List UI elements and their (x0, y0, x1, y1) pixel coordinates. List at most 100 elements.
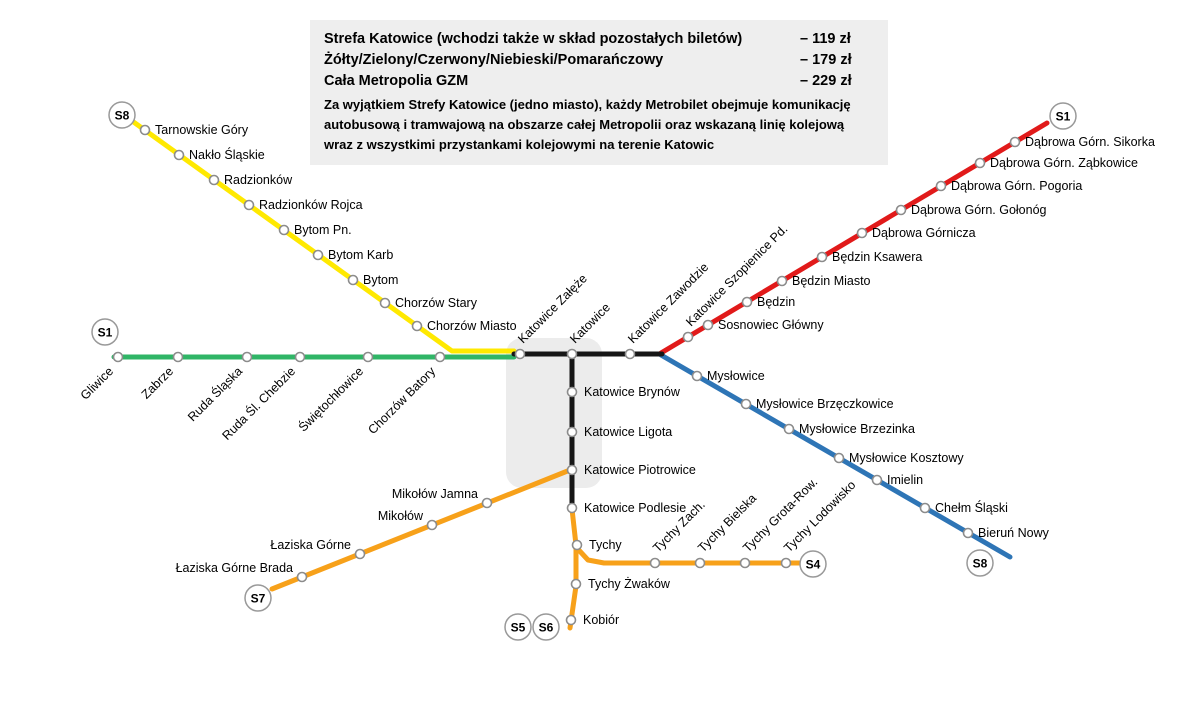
station-label: Tarnowskie Góry (155, 123, 249, 137)
station-label: Łaziska Górne Brada (176, 561, 293, 575)
station-dot (624, 348, 636, 360)
station-label: Bieruń Nowy (978, 526, 1050, 540)
legend-note: Za wyjątkiem Strefy Katowice (jedno mias… (324, 97, 851, 152)
line-badge-label: S4 (806, 558, 821, 572)
station-label: Tychy Żwaków (588, 577, 671, 591)
station-dot (566, 464, 578, 476)
station-label: Gliwice (78, 364, 116, 402)
line-badge-circle (1049, 102, 1077, 130)
station-dot (312, 249, 324, 261)
station-label: Tychy (589, 538, 622, 552)
station-label: Sosnowiec Główny (718, 318, 824, 332)
line-badge-label: S1 (1056, 110, 1071, 124)
line-badge-circle (244, 584, 272, 612)
station-dot (691, 370, 703, 382)
station-dot (816, 251, 828, 263)
station-label: Chełm Śląski (935, 500, 1008, 515)
station-label: Radzionków (224, 173, 293, 187)
station-dot (919, 502, 931, 514)
station-dot (694, 557, 706, 569)
station-label: Bytom (363, 273, 398, 287)
station-label: Chorzów Batory (365, 364, 438, 437)
line-s7-orange (269, 467, 573, 592)
line-badge-circle (966, 549, 994, 577)
station-dot (740, 398, 752, 410)
line-badge-label: S8 (973, 557, 988, 571)
legend-label: Cała Metropolia GZM (324, 73, 469, 89)
station-dot (243, 199, 255, 211)
station-dot (566, 386, 578, 398)
station-dot (347, 274, 359, 286)
station-dot (172, 351, 184, 363)
station-dot (702, 319, 714, 331)
station-dot (856, 227, 868, 239)
station-dot (780, 557, 792, 569)
station-dot (571, 539, 583, 551)
station-label: Będzin Miasto (792, 274, 871, 288)
station-dot (411, 320, 423, 332)
station-dot (741, 296, 753, 308)
line-badge-label: S8 (115, 109, 130, 123)
station-dot (566, 348, 578, 360)
station-label: Chorzów Miasto (427, 319, 517, 333)
station-label: Katowice Podlesie (584, 501, 686, 515)
line-badge-circle (108, 101, 136, 129)
line-south-orange (567, 506, 579, 631)
station-dot (208, 174, 220, 186)
zone-strefa-katowice (506, 338, 602, 488)
legend-label: Żółty/Zielony/Czerwony/Niebieski/Pomarań… (324, 52, 664, 68)
station-dot (962, 527, 974, 539)
station-label: Mikołów Jamna (392, 487, 478, 501)
station-dot (783, 423, 795, 435)
line-badge-label: S5 (511, 621, 526, 635)
station-label: Mikołów (378, 509, 424, 523)
station-dot (296, 571, 308, 583)
station-label: Dąbrowa Górn. Gołonóg (911, 203, 1047, 217)
line-s8-yellow (125, 115, 517, 354)
station-label: Katowice Piotrowice (584, 463, 696, 477)
line-badge-label: S1 (98, 326, 113, 340)
station-label: Imielin (887, 473, 923, 487)
legend-price: – 119 zł (800, 31, 851, 47)
station-dot (139, 124, 151, 136)
legend-label: Strefa Katowice (wchodzi także w skład p… (324, 31, 743, 47)
station-label: Radzionków Rojca (259, 198, 363, 212)
station-dot (974, 157, 986, 169)
station-label: Będzin (757, 295, 795, 309)
line-badge-label: S7 (251, 592, 266, 606)
station-label: Będzin Ksawera (832, 250, 922, 264)
station-dot (776, 275, 788, 287)
station-dot (1009, 136, 1021, 148)
station-dot (895, 204, 907, 216)
station-label: Mysłowice Brzezinka (799, 422, 915, 436)
station-label: Bytom Pn. (294, 223, 352, 237)
station-dot (833, 452, 845, 464)
line-badge-circle (532, 613, 560, 641)
station-dot (935, 180, 947, 192)
station-dot (294, 351, 306, 363)
station-label: Dąbrowa Górn. Pogoria (951, 179, 1082, 193)
station-label: Mysłowice (707, 369, 765, 383)
station-dot (379, 297, 391, 309)
station-label: Dąbrowa Górnicza (872, 226, 976, 240)
station-dot (481, 497, 493, 509)
station-dot (871, 474, 883, 486)
station-dot (566, 502, 578, 514)
station-dot (514, 348, 526, 360)
station-dot (565, 614, 577, 626)
station-label: Dąbrowa Górn. Sikorka (1025, 135, 1155, 149)
station-label: Chorzów Stary (395, 296, 478, 310)
station-dot (241, 351, 253, 363)
station-dot (739, 557, 751, 569)
station-label: Mysłowice Brzęczkowice (756, 397, 894, 411)
station-label: Łaziska Górne (270, 538, 351, 552)
legend-box: Strefa Katowice (wchodzi także w skład p… (310, 20, 888, 165)
station-dot (566, 426, 578, 438)
station-label: Kobiór (583, 613, 619, 627)
station-dot (278, 224, 290, 236)
station-dot (682, 331, 694, 343)
station-dot (112, 351, 124, 363)
station-label: Zabrze (139, 364, 176, 401)
station-label: Tychy Grota-Row. (740, 475, 820, 555)
